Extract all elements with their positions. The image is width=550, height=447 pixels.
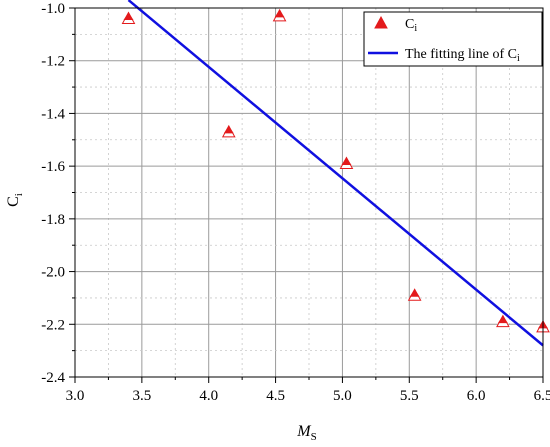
data-point-fill bbox=[409, 289, 420, 297]
y-tick-label: -1.0 bbox=[41, 1, 65, 17]
y-axis-label-main: C bbox=[5, 196, 22, 207]
y-tick-label: -2.2 bbox=[41, 317, 65, 333]
x-tick-label: 3.5 bbox=[132, 388, 151, 404]
x-tick-label: 6.5 bbox=[534, 388, 550, 404]
data-point bbox=[407, 288, 422, 301]
legend-label-ci-sub: i bbox=[414, 23, 417, 34]
legend-marker-triangle bbox=[374, 15, 388, 29]
y-tick-label: -1.8 bbox=[41, 212, 65, 228]
fitting-line bbox=[127, 0, 544, 347]
x-axis-label: MS bbox=[296, 423, 316, 443]
data-layer bbox=[121, 0, 550, 347]
data-point bbox=[339, 156, 354, 170]
x-tick-label: 3.0 bbox=[66, 388, 85, 404]
data-point-fill bbox=[274, 9, 285, 18]
legend-box bbox=[363, 11, 543, 67]
data-point-fill bbox=[497, 315, 508, 324]
x-tick-label: 4.5 bbox=[266, 388, 285, 404]
x-tick-label: 5.5 bbox=[400, 388, 419, 404]
x-axis-label-main: M bbox=[296, 423, 312, 440]
y-axis-label: Ci bbox=[5, 193, 25, 207]
x-tick-label: 5.0 bbox=[333, 388, 352, 404]
data-point-fill bbox=[341, 157, 352, 166]
legend-label-fit-main: The fitting line of C bbox=[405, 47, 517, 62]
y-tick-label: -1.6 bbox=[41, 159, 65, 175]
legend-label-ci: Ci bbox=[405, 17, 417, 34]
y-tick-label: -2.4 bbox=[41, 370, 65, 386]
data-point bbox=[272, 8, 287, 22]
legend: Ci The fitting line of Ci bbox=[363, 11, 543, 67]
x-axis-label-sub: S bbox=[311, 431, 317, 443]
data-point-fill bbox=[223, 125, 234, 134]
y-tick-label: -2.0 bbox=[41, 265, 65, 281]
legend-label-fit: The fitting line of Ci bbox=[405, 47, 520, 64]
x-tick-label: 4.0 bbox=[199, 388, 218, 404]
y-tick-label: -1.2 bbox=[41, 54, 65, 70]
y-tick-label: -1.4 bbox=[41, 106, 65, 122]
ticks: 3.0 3.5 4.0 4.5 5.0 5.5 6.0 6.5 -1.0 -1.2 -1.4 -1.6… bbox=[41, 1, 550, 404]
legend-label-fit-sub: i bbox=[517, 53, 520, 64]
data-point bbox=[221, 124, 236, 138]
y-axis-label-sub: i bbox=[13, 193, 25, 196]
data-point-fill bbox=[123, 12, 134, 21]
data-point bbox=[496, 314, 510, 328]
x-tick-label: 6.0 bbox=[467, 388, 486, 404]
legend-label-ci-main: C bbox=[405, 17, 414, 32]
data-point bbox=[121, 11, 136, 25]
